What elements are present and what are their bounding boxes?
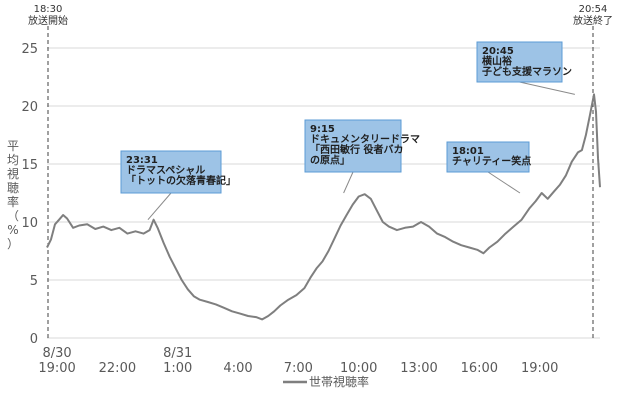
- broadcast-marker-time: 18:30: [34, 4, 63, 15]
- annotation-leader: [487, 171, 521, 194]
- annotation-text: の原点」: [310, 154, 350, 167]
- annotation-text: 「トットの欠落青春記」: [126, 174, 236, 187]
- x-tick-label: 1:00: [163, 361, 192, 376]
- annotation-text: 横山裕: [482, 55, 512, 68]
- x-tick-date-label: 8/31: [163, 346, 192, 361]
- series-layer: [46, 93, 601, 321]
- x-tick-label: 7:00: [284, 361, 313, 376]
- y-tick-label: 15: [21, 158, 38, 173]
- y-tick-label: 25: [21, 42, 38, 57]
- x-tick-date-label: 8/30: [42, 346, 71, 361]
- x-tick-label: 19:00: [38, 361, 75, 376]
- x-tick-label: 19:00: [521, 361, 558, 376]
- annotation-leader: [343, 171, 354, 194]
- y-tick-label: 20: [21, 100, 38, 115]
- annotation-leader: [519, 81, 575, 95]
- broadcast-marker-time: 20:54: [579, 4, 608, 15]
- x-tick-label: 4:00: [223, 361, 252, 376]
- annotation-text: ドキュメンタリードラマ: [310, 134, 420, 146]
- annotation-text: ドラマスペシャル: [126, 165, 205, 177]
- legend-label: 世帯視聴率: [309, 374, 369, 389]
- y-axis-label-char: ）: [7, 237, 19, 251]
- y-axis-label-char: （: [7, 209, 19, 223]
- x-tick-label: 16:00: [461, 361, 498, 376]
- annotation-text: 20:45: [482, 46, 514, 57]
- y-axis-label-char: 均: [7, 153, 19, 167]
- annotation-text: 9:15: [310, 124, 335, 135]
- y-tick-label: 10: [21, 216, 38, 231]
- y-axis-label-char: 視: [7, 166, 19, 181]
- legend: 世帯視聴率: [283, 374, 369, 389]
- annotation-text: 23:31: [126, 155, 158, 166]
- annotation-box: [476, 41, 563, 83]
- annotation-leader: [147, 192, 172, 221]
- annotation-text: 子ども支援マラソン: [482, 65, 572, 78]
- y-axis-label-char: 率: [7, 194, 19, 209]
- broadcast-marker-label: 放送終了: [573, 14, 613, 27]
- y-tick-label: 5: [30, 274, 38, 289]
- y-axis-label-char: %: [7, 223, 18, 237]
- annotation-text: 「西田敏行 役者バカ: [310, 143, 403, 156]
- y-axis-label: 平均視聴率（%）: [7, 139, 19, 251]
- broadcast-marker-label: 放送開始: [28, 14, 68, 27]
- x-tick-label: 13:00: [400, 361, 437, 376]
- series-line: [46, 93, 601, 321]
- y-axis-label-char: 平: [7, 139, 19, 153]
- annotation-text: 18:01: [452, 146, 484, 157]
- annotation-box: [120, 150, 222, 194]
- y-axis-label-char: 聴: [7, 181, 19, 195]
- y-tick-label: 0: [30, 332, 38, 347]
- x-tick-label: 10:00: [340, 361, 377, 376]
- annotation-box: [304, 119, 402, 173]
- annotation-text: チャリティー笑点: [452, 155, 531, 168]
- annotation-box: [446, 141, 530, 173]
- x-tick-label: 22:00: [99, 361, 136, 376]
- y-axis-ticks: 0 5 10 15 20 25: [21, 42, 38, 347]
